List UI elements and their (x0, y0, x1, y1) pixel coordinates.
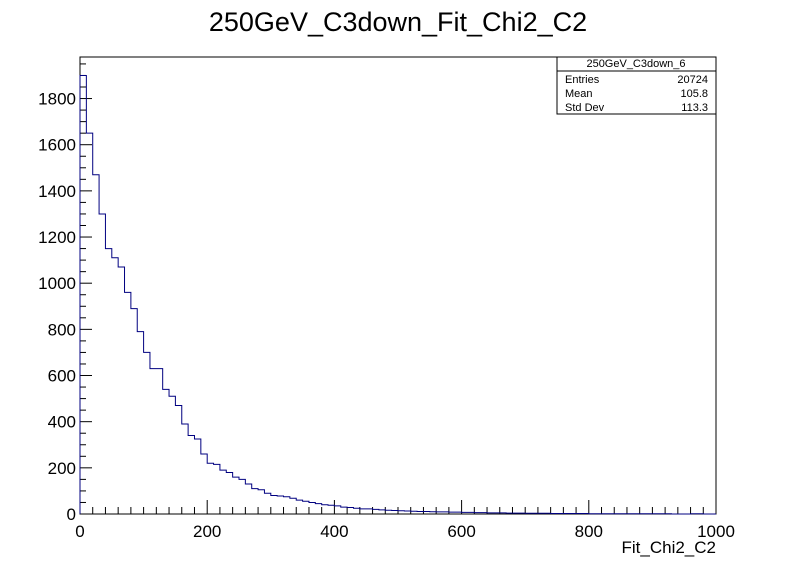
x-tick-label: 1000 (697, 522, 735, 541)
chart-title: 250GeV_C3down_Fit_Chi2_C2 (209, 7, 587, 37)
y-tick-label: 800 (48, 320, 76, 339)
x-tick-label: 0 (75, 522, 84, 541)
y-tick-label: 1000 (38, 274, 76, 293)
x-tick-label: 800 (575, 522, 603, 541)
y-tick-label: 1800 (38, 90, 76, 109)
y-tick-label: 200 (48, 459, 76, 478)
y-tick-label: 1400 (38, 182, 76, 201)
x-axis: 0 200 400 600 800 1000 (75, 500, 735, 541)
stats-mean-label: Mean (565, 88, 593, 100)
y-tick-label: 400 (48, 413, 76, 432)
y-tick-label: 1200 (38, 228, 76, 247)
stats-box-frame (556, 56, 717, 115)
x-tick-label: 400 (320, 522, 348, 541)
y-tick-label: 0 (67, 505, 76, 524)
stats-box-name: 250GeV_C3down_6 (586, 58, 685, 70)
stats-mean-value: 105.8 (680, 88, 708, 100)
stats-stddev-value: 113.3 (681, 102, 708, 114)
stats-entries-label: Entries (565, 74, 600, 86)
x-tick-label: 600 (447, 522, 475, 541)
y-tick-label: 600 (48, 367, 76, 386)
x-axis-title: Fit_Chi2_C2 (622, 538, 717, 557)
x-tick-label: 200 (193, 522, 221, 541)
stats-entries-value: 20724 (677, 74, 708, 86)
histogram-series-line (79, 74, 716, 515)
y-axis: 0 200 400 600 800 1000 1200 1400 1600 1800 (38, 63, 92, 524)
stats-stddev-label: Std Dev (565, 102, 605, 114)
y-tick-label: 1600 (38, 136, 76, 155)
plot-frame (79, 56, 717, 515)
stats-box: 250GeV_C3down_6 Entries 20724 Mean 105.8… (556, 56, 717, 115)
